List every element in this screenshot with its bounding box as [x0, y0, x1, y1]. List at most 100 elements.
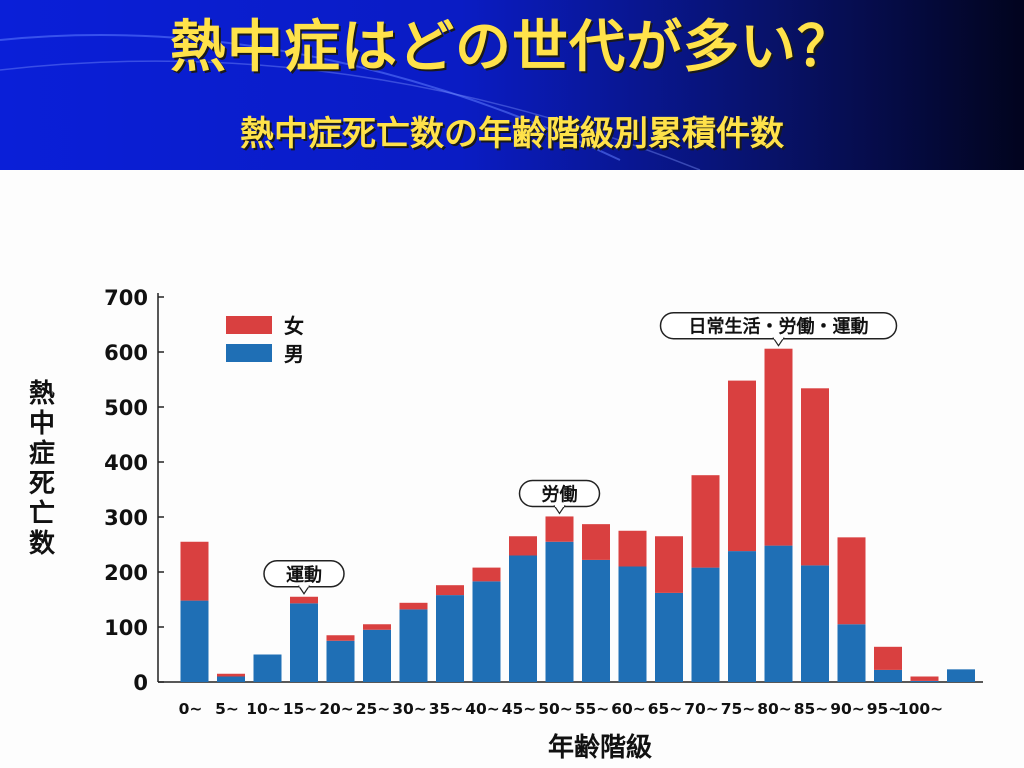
bar-segment-female: [764, 348, 793, 546]
bar-segment-male: [509, 555, 537, 682]
bar-segment-male: [874, 669, 902, 682]
bar-segment-female: [545, 516, 574, 542]
legend-label-female: 女: [284, 314, 304, 338]
bar-segment-male: [472, 581, 501, 682]
y-axis-label-char: 数: [29, 529, 56, 559]
x-tick-label: 95~: [867, 700, 902, 718]
bar-segment-male: [363, 629, 391, 682]
bar-segment-female: [910, 676, 939, 681]
x-tick-label: 55~: [575, 700, 610, 718]
header-swoosh-decoration: [0, 34, 701, 170]
slide-subtitle: 熱中症死亡数の年齢階級別累積件数: [240, 114, 784, 154]
y-axis-label-char: 中: [29, 409, 55, 439]
x-axis-ticks: 0~ 5~ 10~ 15~ 20~ 25~ 30~ 35~ 40~ 45~ 50~ 55~ 60~ 65~…: [179, 700, 944, 718]
bar-segment-male: [691, 567, 720, 682]
x-tick-label: 90~: [830, 700, 865, 718]
x-tick-label: 40~: [465, 700, 500, 718]
annotation-text: 労働: [542, 483, 578, 505]
bar-segment-female: [290, 596, 318, 604]
y-axis-label-char: 症: [29, 438, 55, 469]
bar-segment-female: [728, 380, 756, 552]
y-tick-label: 0: [133, 671, 148, 695]
bar-segment-female: [399, 602, 428, 610]
x-tick-label: 60~: [611, 700, 646, 718]
bar-segment-male: [217, 676, 245, 682]
bar-segment-male: [253, 654, 282, 682]
bar-segment-female: [363, 624, 391, 630]
bar-segment-female: [217, 673, 245, 677]
bar-segment-male: [910, 680, 939, 682]
x-tick-label: 100~: [898, 700, 943, 718]
bar-segment-male: [180, 600, 209, 682]
x-tick-label: 20~: [319, 700, 354, 718]
y-tick-label: 500: [104, 396, 148, 420]
annotation-callout: 日常生活・労働・運動: [659, 311, 898, 347]
x-tick-label: 15~: [283, 700, 318, 718]
x-tick-label: 50~: [538, 700, 573, 718]
x-axis-label: 年齢階級: [548, 732, 652, 763]
callout-pointer: [772, 337, 785, 347]
bar-segment-female: [582, 524, 610, 560]
slide-title: 熱中症はどの世代が多い？: [170, 15, 854, 80]
x-tick-label: 75~: [721, 700, 756, 718]
y-tick-label: 100: [104, 616, 148, 640]
bar-segment-female: [436, 585, 464, 596]
annotation-callout: 運動: [263, 560, 345, 595]
bar-segment-female: [180, 541, 209, 601]
slide-header: 熱中症はどの世代が多い？ 熱中症死亡数の年齢階級別累積件数: [0, 0, 1024, 170]
bar-segment-female: [618, 530, 647, 567]
legend-label-male: 男: [284, 342, 304, 366]
bar-segment-male: [801, 565, 829, 682]
y-axis-label-char: 亡: [29, 498, 55, 529]
x-tick-label: 10~: [246, 700, 281, 718]
bar-segment-female: [472, 567, 501, 582]
bar-segment-female: [691, 475, 720, 568]
bar-segment-female: [801, 388, 829, 566]
y-tick-label: 200: [104, 561, 148, 585]
x-tick-label: 65~: [648, 700, 683, 718]
callout-pointer: [297, 585, 311, 595]
y-tick-label: 700: [104, 286, 148, 310]
y-tick-label: 300: [104, 506, 148, 530]
x-tick-label: 35~: [429, 700, 464, 718]
bar-segment-male: [764, 545, 793, 682]
y-axis-label: 熱中症死亡数: [29, 379, 56, 559]
bars-group: [180, 348, 975, 682]
bar-segment-female: [837, 537, 866, 625]
callout-pointer: [553, 505, 566, 515]
x-tick-label: 70~: [684, 700, 719, 718]
bar-segment-male: [618, 566, 647, 682]
bar-segment-male: [728, 551, 756, 682]
legend-swatch-female: [226, 316, 272, 334]
y-axis-label-char: 死: [29, 469, 55, 499]
bar-segment-male: [655, 592, 683, 682]
x-tick-label: 0~: [179, 700, 203, 718]
x-tick-label: 25~: [356, 700, 391, 718]
legend-swatch-male: [226, 344, 272, 362]
annotation-text: 運動: [286, 564, 322, 586]
annotation-callout: 労働: [518, 479, 601, 515]
legend: 女男: [226, 314, 304, 366]
bar-segment-male: [326, 640, 355, 682]
bar-segment-male: [947, 669, 975, 682]
y-tick-label: 600: [104, 341, 148, 365]
bar-segment-male: [436, 595, 464, 682]
bar-segment-female: [509, 536, 537, 556]
x-tick-label: 85~: [794, 700, 829, 718]
bar-segment-male: [545, 541, 574, 682]
bar-segment-male: [837, 624, 866, 682]
y-tick-label: 400: [104, 451, 148, 475]
bar-segment-female: [655, 536, 683, 593]
x-tick-label: 45~: [502, 700, 537, 718]
y-axis-label-char: 熱: [29, 379, 55, 409]
bar-segment-male: [290, 603, 318, 682]
annotation-text: 日常生活・労働・運動: [689, 316, 869, 338]
bar-segment-female: [326, 635, 355, 641]
x-tick-label: 80~: [757, 700, 792, 718]
bar-segment-female: [874, 646, 902, 670]
bar-segment-male: [582, 559, 610, 682]
bar-segment-male: [399, 609, 428, 682]
annotations: 運動 労働 日常生活・労働・運動: [263, 311, 898, 595]
x-tick-label: 30~: [392, 700, 427, 718]
